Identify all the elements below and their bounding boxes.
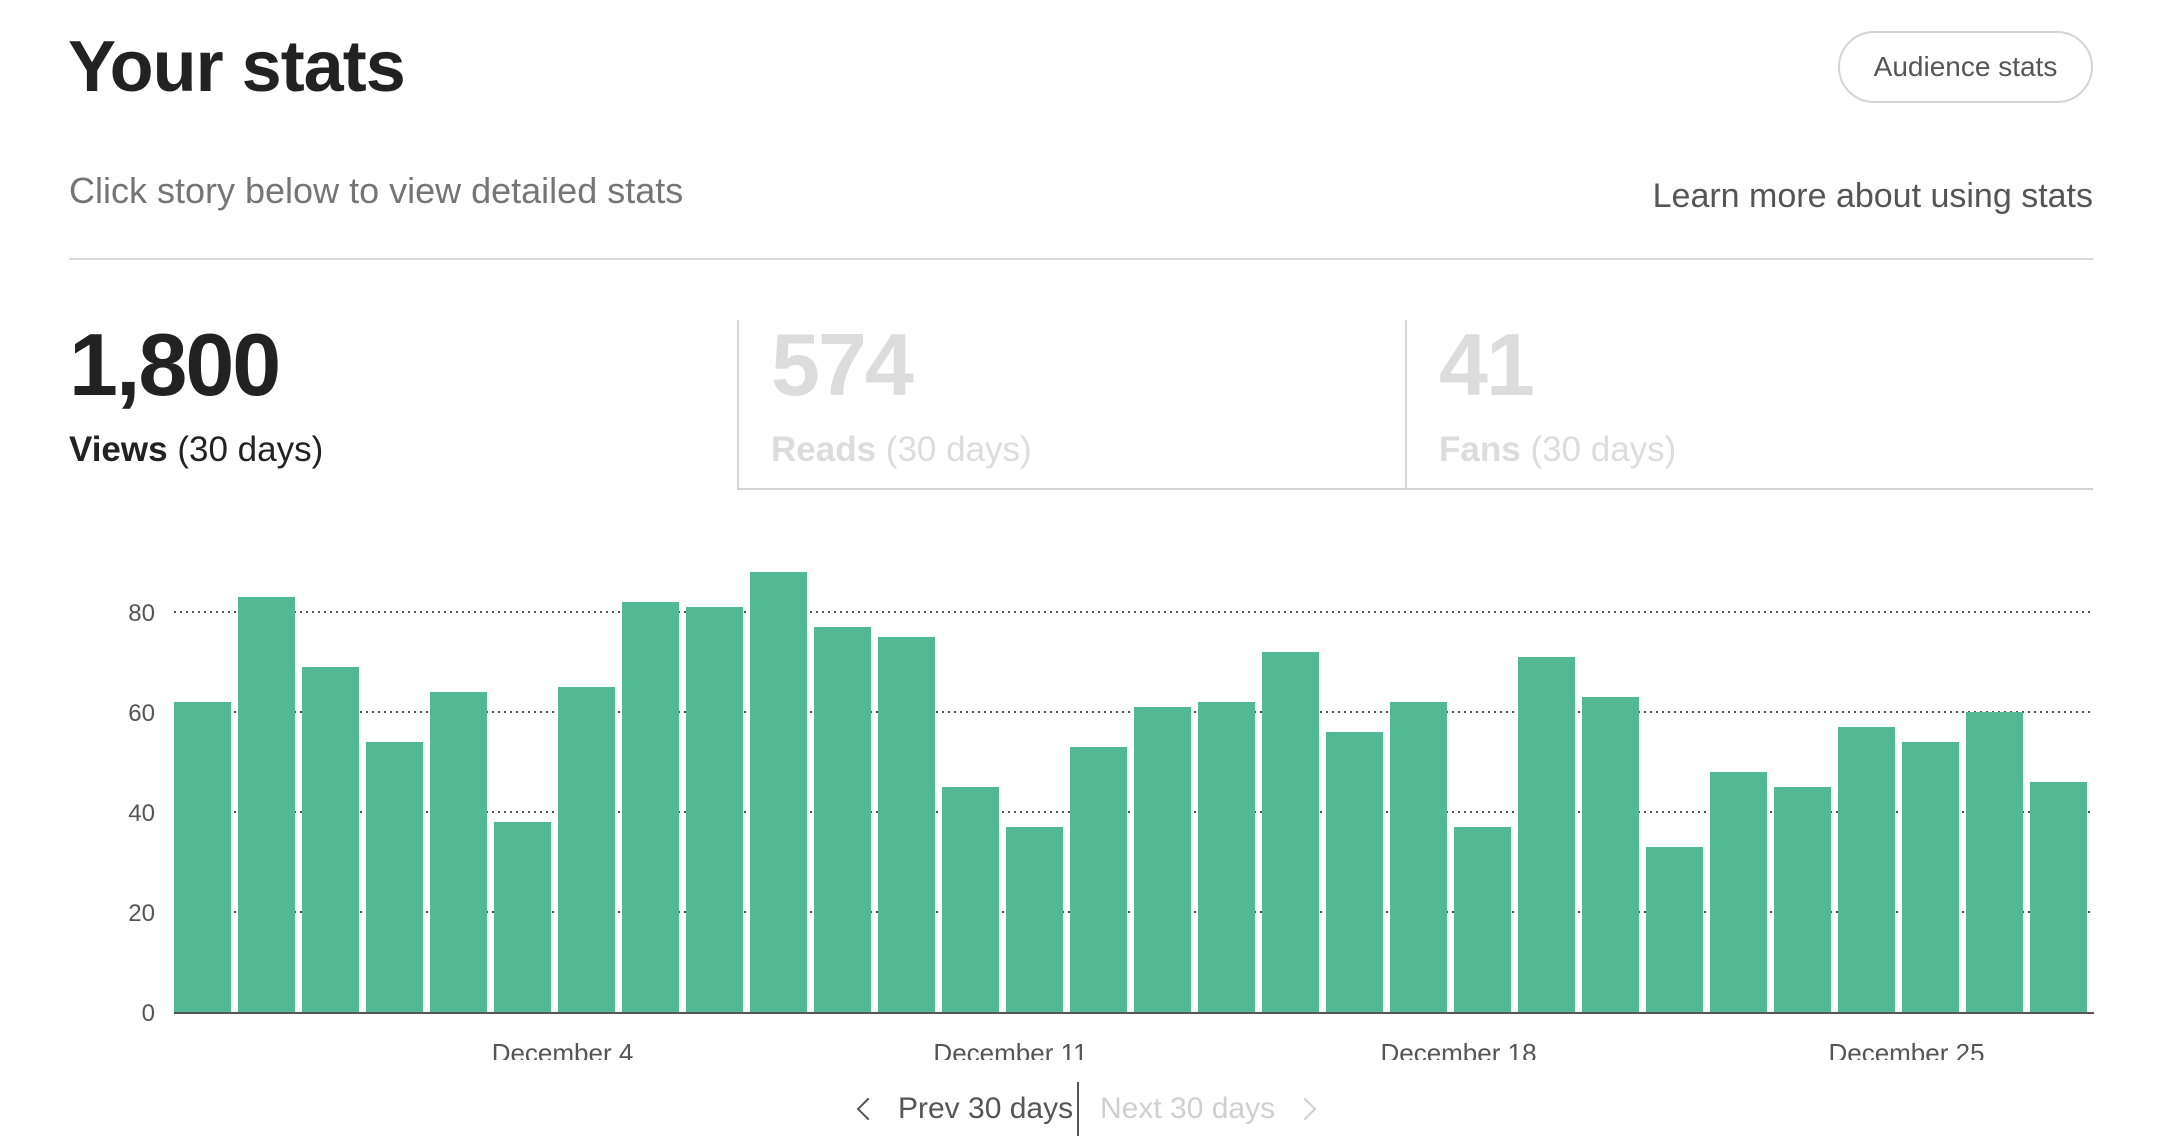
chart-bar[interactable] xyxy=(558,687,615,1012)
x-tick-label: December 4 xyxy=(492,1038,634,1060)
chart-bar[interactable] xyxy=(1646,847,1703,1012)
chart-bar[interactable] xyxy=(366,742,423,1012)
chart-bar[interactable] xyxy=(238,597,295,1012)
prev-30-days-button[interactable]: Prev 30 days xyxy=(856,1082,1074,1136)
chart-bar[interactable] xyxy=(1582,697,1639,1012)
chart-bar[interactable] xyxy=(1006,827,1063,1012)
views-label-period: (30 days) xyxy=(177,430,324,469)
fans-label: Fans (30 days) xyxy=(1439,430,2093,470)
stats-subtitle: Click story below to view detailed stats xyxy=(69,170,684,211)
audience-stats-button[interactable]: Audience stats xyxy=(1838,31,2093,103)
chart-bar[interactable] xyxy=(1454,827,1511,1012)
x-axis-ticks: December 4 December 11 December 18 December… xyxy=(492,1038,1985,1060)
chart-bar[interactable] xyxy=(174,702,231,1012)
views-label-name: Views xyxy=(69,430,168,469)
chart-bar[interactable] xyxy=(1518,657,1575,1012)
chart-bar[interactable] xyxy=(750,572,807,1012)
chevron-left-icon xyxy=(856,1097,880,1121)
next-30-days-button: Next 30 days xyxy=(1100,1082,1317,1136)
y-tick-label: 20 xyxy=(128,900,155,927)
chart-bar[interactable] xyxy=(1070,747,1127,1012)
x-tick-label: December 11 xyxy=(933,1038,1087,1060)
x-tick-label: December 25 xyxy=(1828,1038,1984,1060)
chart-bar[interactable] xyxy=(878,637,935,1012)
reads-count: 574 xyxy=(771,315,914,414)
chart-bar[interactable] xyxy=(1710,772,1767,1012)
y-tick-label: 0 xyxy=(142,1000,155,1027)
y-tick-label: 40 xyxy=(128,800,155,827)
fans-metric-tab[interactable]: 41 Fans (30 days) xyxy=(1405,320,2093,490)
prev-30-days-label: Prev 30 days xyxy=(898,1092,1074,1125)
chart-bar[interactable] xyxy=(494,822,551,1012)
chart-bar[interactable] xyxy=(302,667,359,1012)
chart-bar[interactable] xyxy=(1902,742,1959,1012)
chart-bar[interactable] xyxy=(942,787,999,1012)
chart-bar[interactable] xyxy=(686,607,743,1012)
fans-label-period: (30 days) xyxy=(1530,430,1677,469)
reads-label-name: Reads xyxy=(771,430,877,469)
chart-bar[interactable] xyxy=(1262,652,1319,1012)
page-title: Your stats xyxy=(68,27,406,107)
chart-bar[interactable] xyxy=(1326,732,1383,1012)
chart-bar[interactable] xyxy=(2030,782,2087,1012)
chart-bar[interactable] xyxy=(814,627,871,1012)
fans-count: 41 xyxy=(1439,315,1535,414)
pager-divider xyxy=(1077,1082,1079,1136)
chart-bar[interactable] xyxy=(622,602,679,1012)
chart-bar[interactable] xyxy=(1134,707,1191,1012)
chart-bar[interactable] xyxy=(1966,712,2023,1012)
fans-label-name: Fans xyxy=(1439,430,1521,469)
y-tick-label: 80 xyxy=(128,600,155,627)
views-label: Views (30 days) xyxy=(69,430,737,470)
reads-label-period: (30 days) xyxy=(885,430,1032,469)
chart-bars xyxy=(174,572,2087,1012)
y-tick-label: 60 xyxy=(128,700,155,727)
header-divider xyxy=(69,258,2093,260)
chart-bar[interactable] xyxy=(1198,702,1255,1012)
views-metric-tab[interactable]: 1,800 Views (30 days) xyxy=(69,320,737,490)
next-30-days-label: Next 30 days xyxy=(1100,1092,1276,1125)
reads-label: Reads (30 days) xyxy=(771,430,1405,470)
views-count: 1,800 xyxy=(69,315,281,414)
chart-bar[interactable] xyxy=(1838,727,1895,1012)
y-axis-ticks: 0 20 40 60 80 xyxy=(128,600,155,1027)
reads-metric-tab[interactable]: 574 Reads (30 days) xyxy=(737,320,1405,490)
chart-bar[interactable] xyxy=(1774,787,1831,1012)
x-tick-label: December 18 xyxy=(1380,1038,1536,1060)
chart-bar[interactable] xyxy=(430,692,487,1012)
learn-more-link[interactable]: Learn more about using stats xyxy=(1652,177,2093,215)
chart-bar[interactable] xyxy=(1390,702,1447,1012)
chevron-right-icon xyxy=(1293,1097,1317,1121)
